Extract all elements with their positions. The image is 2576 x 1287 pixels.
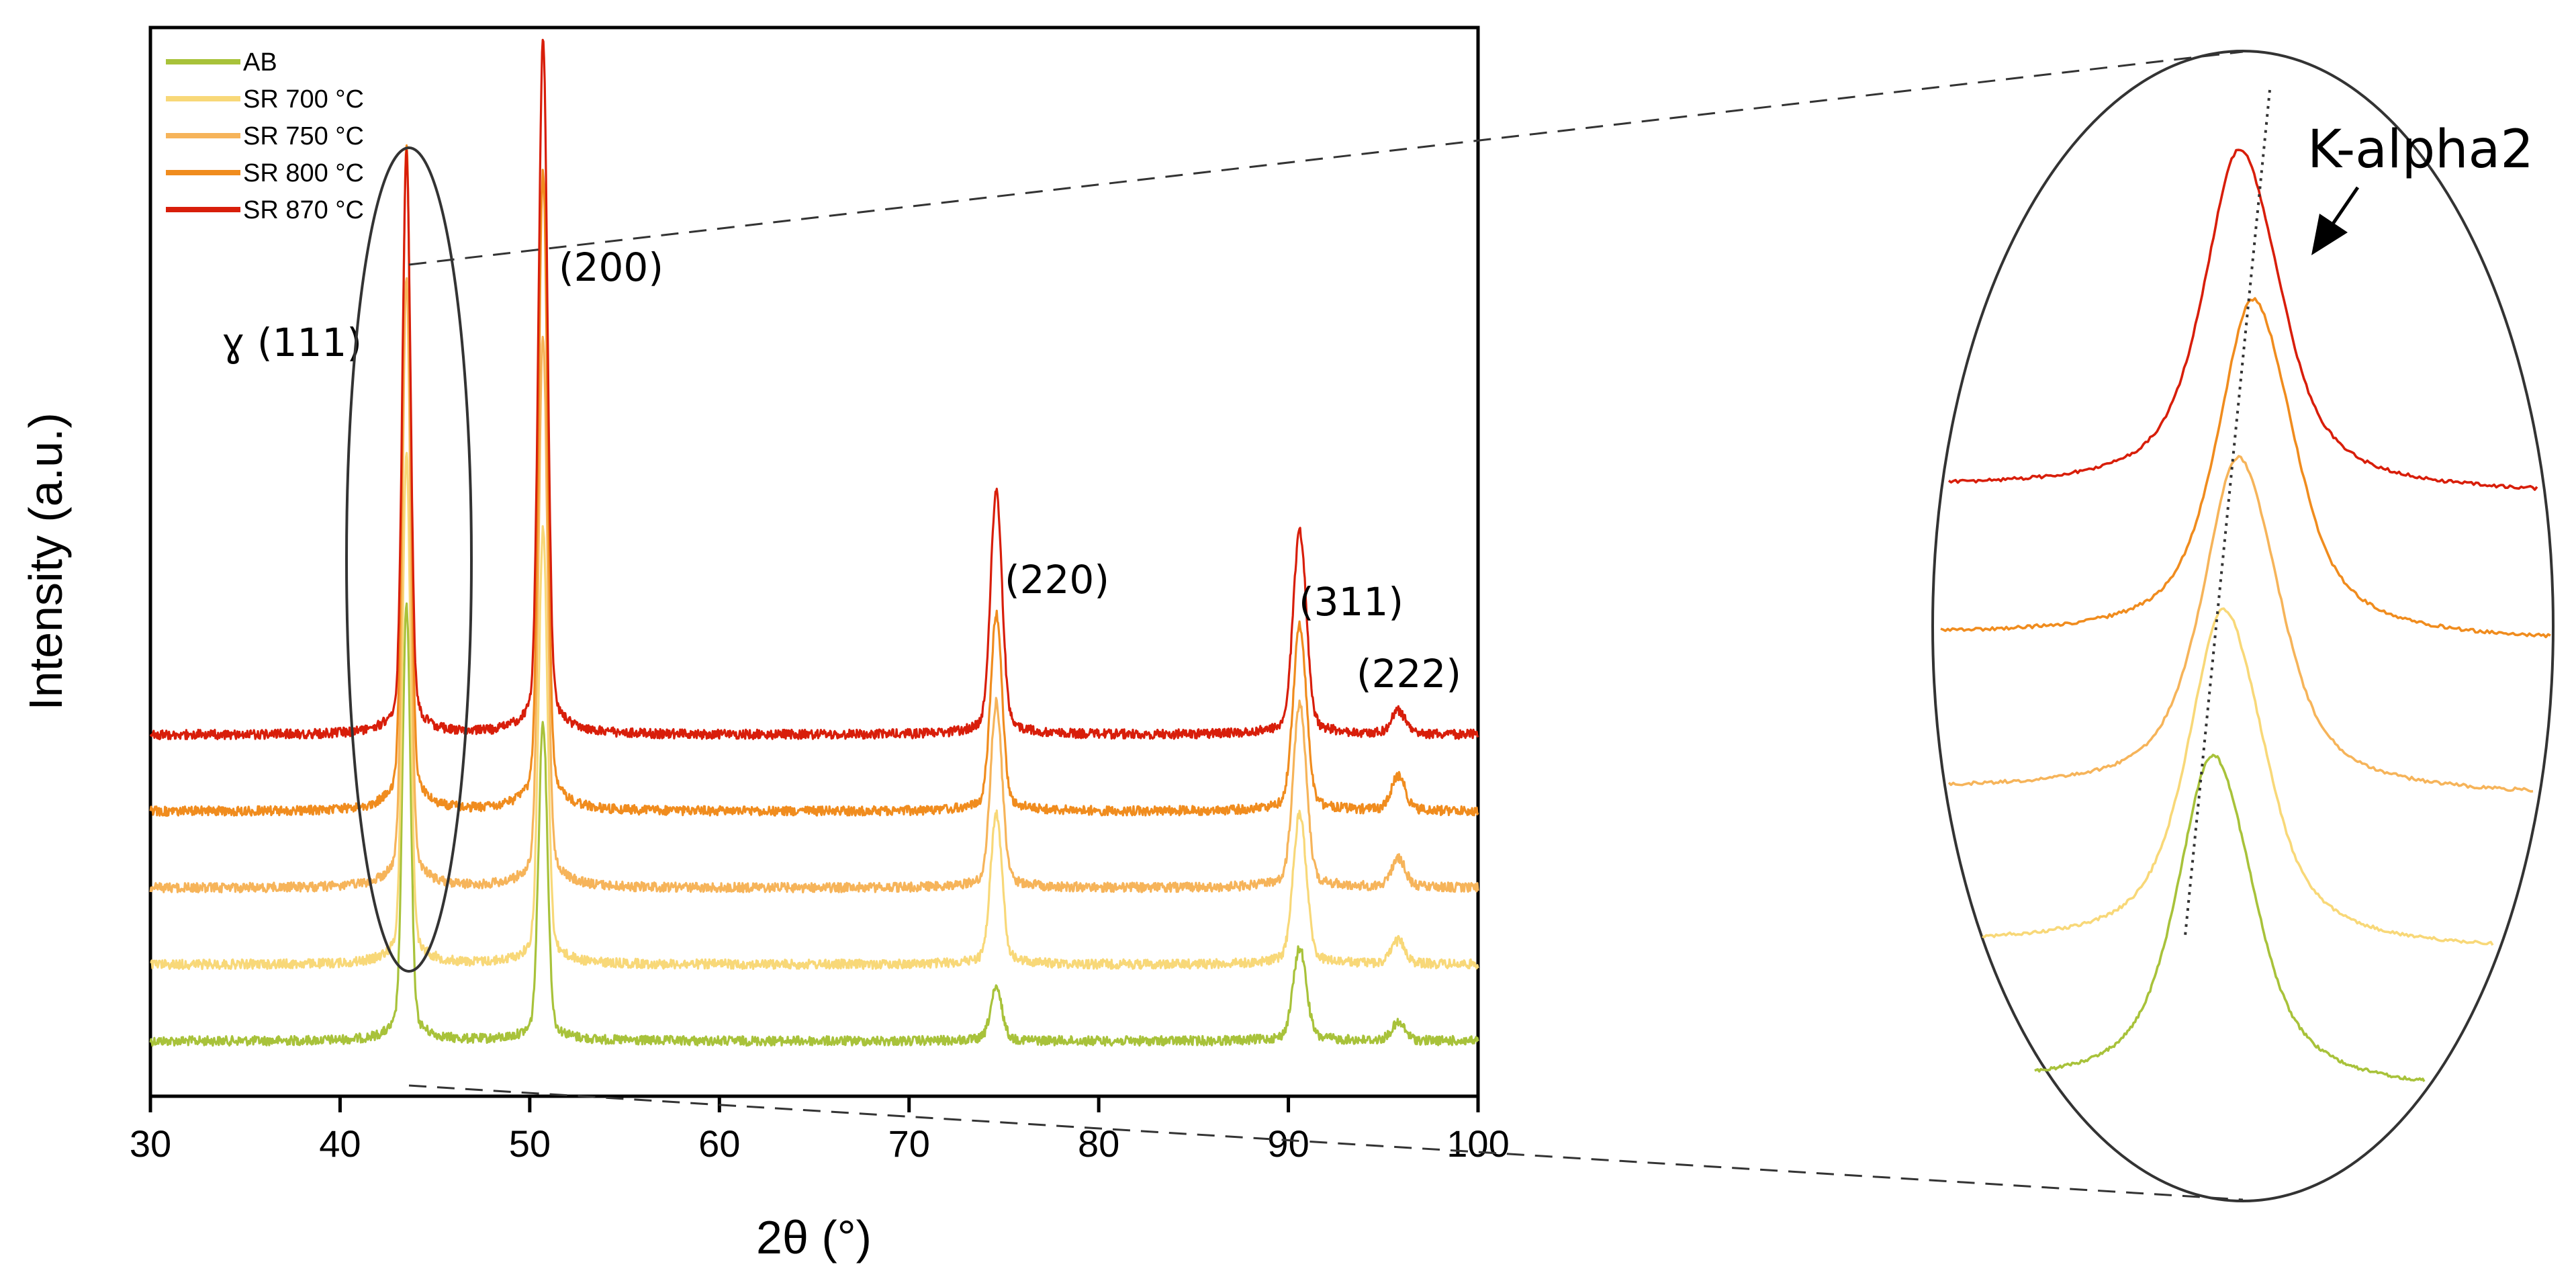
legend-label-2: SR 750 °C bbox=[243, 122, 364, 150]
x-tick-label-1: 40 bbox=[319, 1122, 361, 1165]
x-tick-label-3: 60 bbox=[698, 1122, 740, 1165]
x-tick-label-4: 70 bbox=[888, 1122, 930, 1165]
legend-label-1: SR 700 °C bbox=[243, 85, 364, 114]
legend-label-0: AB bbox=[243, 48, 277, 77]
peak-label-222: (222) bbox=[1356, 651, 1461, 697]
peak-label-220: (220) bbox=[1005, 557, 1109, 603]
series-group bbox=[149, 38, 1479, 1047]
legend: AB SR 700 °C SR 750 °C SR 800 °C SR 870 °C bbox=[166, 48, 364, 224]
legend-label-3: SR 800 °C bbox=[243, 159, 364, 187]
x-tick-label-6: 90 bbox=[1267, 1122, 1309, 1165]
inset-series-line-0 bbox=[2034, 754, 2426, 1082]
y-axis-label: Intensity (a.u.) bbox=[19, 412, 72, 711]
inset-series-line-3 bbox=[1940, 297, 2551, 639]
series-line-1 bbox=[150, 451, 1479, 971]
inset-series-line-1 bbox=[1982, 607, 2494, 946]
series-line-3 bbox=[149, 144, 1479, 817]
series-line-2 bbox=[149, 277, 1479, 893]
x-tick-label-7: 100 bbox=[1446, 1122, 1509, 1165]
plot-frame bbox=[148, 26, 1480, 1098]
peak-label-311: (311) bbox=[1299, 579, 1404, 625]
zoom-connector-top bbox=[408, 50, 2244, 266]
peak-label-111: ɣ (111) bbox=[222, 320, 362, 365]
zoom-region-ellipse bbox=[345, 146, 473, 973]
x-axis-label: 2θ (°) bbox=[756, 1211, 872, 1263]
zoom-connector-bottom bbox=[408, 1084, 2244, 1201]
series-line-4 bbox=[149, 38, 1479, 740]
k-alpha2-arrowhead bbox=[2311, 214, 2348, 255]
inset-traces bbox=[1940, 148, 2551, 1082]
x-tick-label-5: 80 bbox=[1078, 1122, 1119, 1165]
peak-label-200: (200) bbox=[559, 245, 663, 290]
series-line-0 bbox=[149, 602, 1479, 1047]
inset-series-line-2 bbox=[1947, 455, 2534, 793]
x-tick-label-2: 50 bbox=[509, 1122, 551, 1165]
legend-label-4: SR 870 °C bbox=[243, 196, 364, 224]
k-alpha2-label: K-alpha2 bbox=[2307, 120, 2534, 180]
inset-series-line-4 bbox=[1947, 148, 2538, 491]
x-tick-label-0: 30 bbox=[130, 1122, 171, 1165]
inset-ellipse bbox=[1931, 50, 2555, 1202]
k-alpha2-arrow-shaft bbox=[2330, 186, 2360, 227]
x-axis-ticks: 30 40 50 60 70 80 90 100 bbox=[130, 1096, 1510, 1165]
